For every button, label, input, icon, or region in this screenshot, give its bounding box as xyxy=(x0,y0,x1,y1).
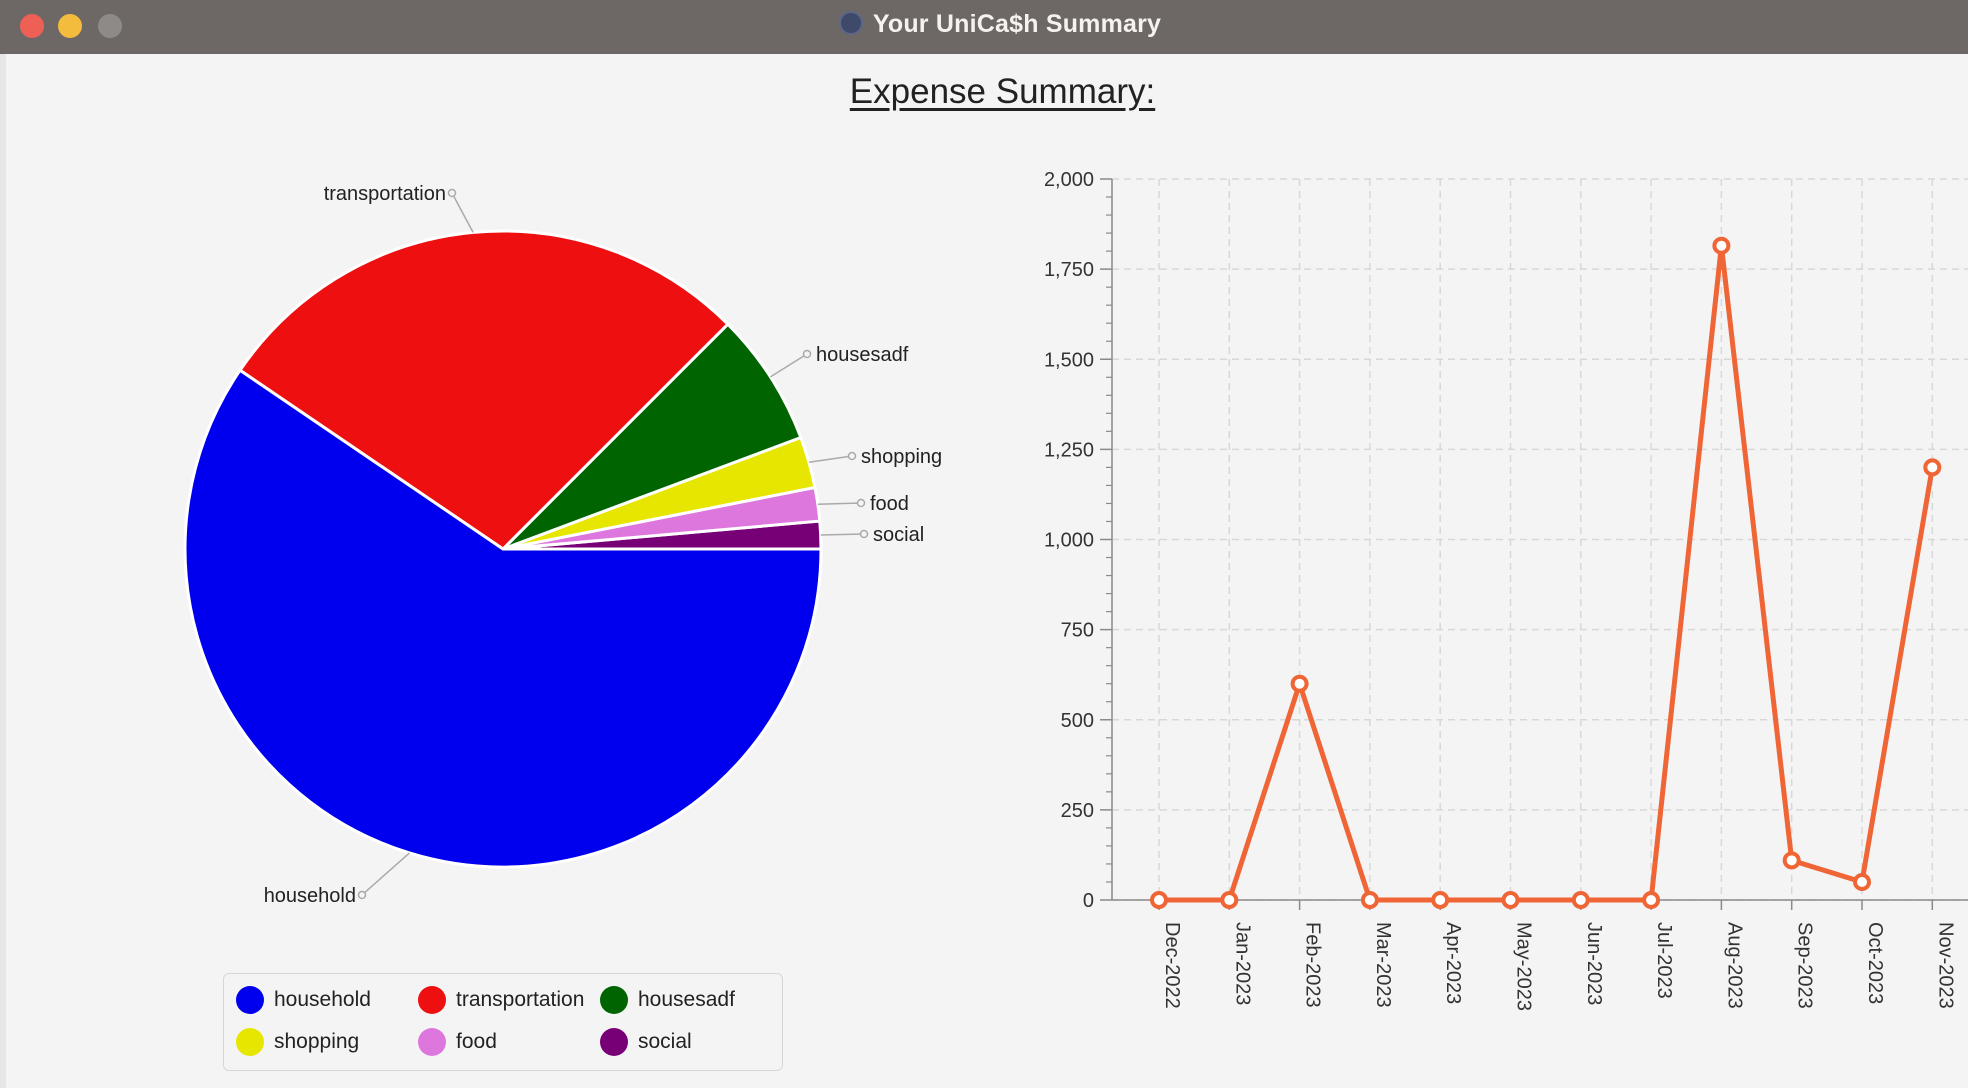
legend-label: housesadf xyxy=(638,988,735,1011)
legend-label: social xyxy=(638,1030,692,1053)
legend-item-housesadf: housesadf xyxy=(600,986,735,1014)
pie-leader-household xyxy=(362,853,409,895)
legend-swatch-housesadf xyxy=(600,986,628,1014)
pie-leader-dot-social xyxy=(861,531,868,538)
pie-leader-social xyxy=(821,534,864,535)
pie-leader-dot-transportation xyxy=(449,190,456,197)
legend-swatch-food xyxy=(418,1028,446,1056)
pie-chart: social food shopping housesadf transportatio… xyxy=(0,0,1000,1088)
pie-leader-dot-shopping xyxy=(849,453,856,460)
pie-legend: household transportation housesadf shopping… xyxy=(223,973,783,1071)
legend-swatch-shopping xyxy=(236,1028,264,1056)
legend-item-household: household xyxy=(236,986,371,1014)
legend-item-food: food xyxy=(418,1028,497,1056)
legend-swatch-transportation xyxy=(418,986,446,1014)
pie-label-household: household xyxy=(264,885,356,907)
legend-swatch-social xyxy=(600,1028,628,1056)
pie-label-food: food xyxy=(870,493,909,515)
pie-leader-dot-household xyxy=(359,892,366,899)
legend-item-social: social xyxy=(600,1028,692,1056)
legend-item-transportation: transportation xyxy=(418,986,584,1014)
pie-label-shopping: shopping xyxy=(861,446,942,468)
legend-item-shopping: shopping xyxy=(236,1028,359,1056)
pie-leader-dot-housesadf xyxy=(804,351,811,358)
pie-label-transportation: transportation xyxy=(324,183,446,205)
pie-label-housesadf: housesadf xyxy=(816,344,909,366)
legend-label: transportation xyxy=(456,988,584,1011)
pie-leader-shopping xyxy=(809,456,852,462)
pie-leader-housesadf xyxy=(770,354,807,377)
pie-leader-food xyxy=(818,503,861,504)
legend-label: household xyxy=(274,988,371,1011)
pie-leader-dot-food xyxy=(858,500,865,507)
pie-leader-transportation xyxy=(452,193,473,232)
pie-label-social: social xyxy=(873,524,924,546)
legend-label: shopping xyxy=(274,1030,359,1053)
legend-swatch-household xyxy=(236,986,264,1014)
legend-label: food xyxy=(456,1030,497,1053)
